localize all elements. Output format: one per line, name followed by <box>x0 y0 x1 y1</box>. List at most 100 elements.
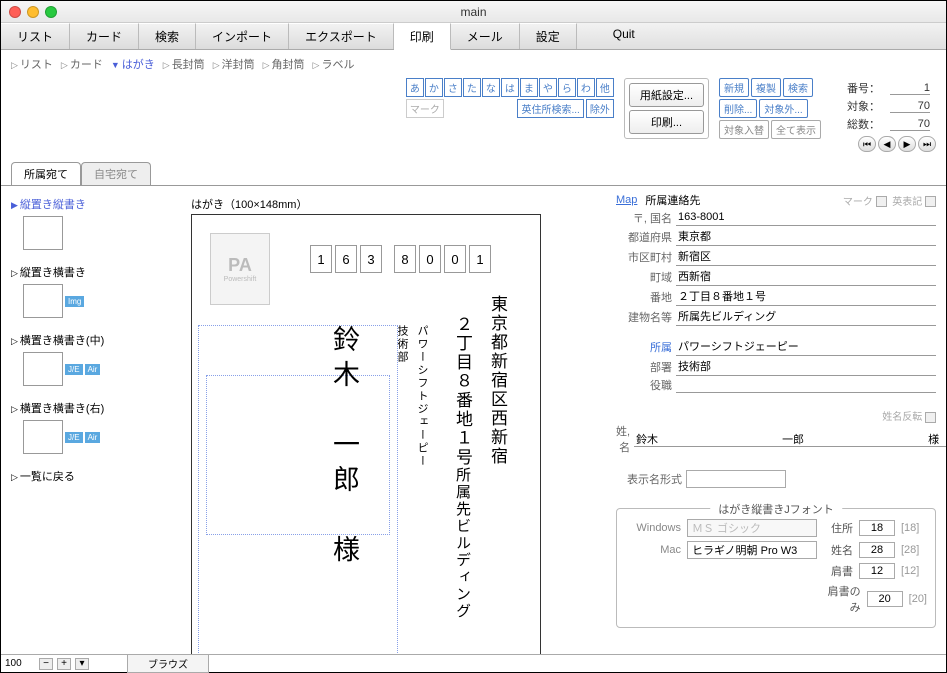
postcard-preview: PA Powershift 1638001 東京都新宿区西新宿 ２丁目８番地１号… <box>191 214 541 654</box>
hyoujimei-field[interactable] <box>686 470 786 488</box>
layout-opt-2[interactable]: ▷横置き横書き(中)J/EAir <box>11 332 170 386</box>
eihyouki-label: 英表記 <box>892 197 922 208</box>
banchi-label: 番地 <box>616 289 676 305</box>
action-対象外...[interactable]: 対象外... <box>759 99 807 118</box>
zoom-menu-button[interactable]: ▾ <box>75 658 89 670</box>
taishou-label: 対象： <box>843 98 884 114</box>
subtab-4[interactable]: ▷洋封筒 <box>213 56 255 72</box>
kana-1[interactable]: か <box>425 78 443 97</box>
mark-checkbox[interactable] <box>876 196 887 207</box>
mac-font-field[interactable] <box>687 541 817 559</box>
layout-opt-1[interactable]: ▷縦置き横書きImg <box>11 264 170 318</box>
subtab-5[interactable]: ▷角封筒 <box>263 56 305 72</box>
kana-6[interactable]: ま <box>520 78 538 97</box>
subtab-1[interactable]: ▷カード <box>61 56 103 72</box>
affil2: 技術部 <box>394 295 410 620</box>
exclude-button[interactable]: 除外 <box>586 99 614 118</box>
mac-label: Mac <box>625 544 681 556</box>
zip-boxes: 1638001 <box>310 245 491 273</box>
tab-6[interactable]: メール <box>451 23 520 49</box>
mark-label: マーク <box>843 197 873 208</box>
kana-7[interactable]: や <box>539 78 557 97</box>
zip-label: 〒, 国名 <box>616 210 676 226</box>
sama-field[interactable] <box>926 431 946 447</box>
bangou-label: 番号： <box>843 80 884 96</box>
nav-first-button[interactable]: ⏮ <box>858 136 876 152</box>
map-link[interactable]: Map <box>616 194 637 206</box>
mei-field[interactable] <box>780 431 926 447</box>
dest-tab-1[interactable]: 自宅宛て <box>81 162 151 185</box>
layout-opt-4[interactable]: ▷一覧に戻る <box>11 468 170 484</box>
tab-4[interactable]: エクスポート <box>289 23 394 49</box>
postcard-size-label: はがき（100×148mm） <box>191 196 596 212</box>
zip-field[interactable]: 163-8001 <box>676 210 936 226</box>
sei-field[interactable] <box>634 431 780 447</box>
en-addr-search-button[interactable]: 英住所検索... <box>517 99 583 118</box>
kana-9[interactable]: わ <box>577 78 595 97</box>
stamp-ps: Powershift <box>224 276 257 283</box>
nav-next-button[interactable]: ▶ <box>898 136 916 152</box>
zoom-in-button[interactable]: + <box>57 658 71 670</box>
print-button[interactable]: 印刷... <box>629 110 704 134</box>
name-label: 姓, 名 <box>616 423 634 455</box>
tab-7[interactable]: 設定 <box>520 23 577 49</box>
kataonly-size[interactable] <box>867 591 903 607</box>
yakushoku-label: 役職 <box>616 377 676 393</box>
bldg-field[interactable]: 所属先ビルディング <box>676 307 936 326</box>
kana-5[interactable]: は <box>501 78 519 97</box>
shozoku-field[interactable]: パワーシフトジェーピー <box>676 337 936 356</box>
tab-3[interactable]: インポート <box>196 23 289 49</box>
hyoujimei-label: 表示名形式 <box>616 471 686 487</box>
zoom-field[interactable] <box>5 658 35 669</box>
action-新規[interactable]: 新規 <box>719 78 749 97</box>
nav-prev-button[interactable]: ◀ <box>878 136 896 152</box>
kata-ref: [12] <box>901 565 919 577</box>
subtab-0[interactable]: ▷リスト <box>11 56 53 72</box>
kana-10[interactable]: 他 <box>596 78 614 97</box>
addr-line3: 所属先ビルディング <box>454 467 470 620</box>
nav-last-button[interactable]: ⏭ <box>918 136 936 152</box>
banchi-field[interactable]: ２丁目８番地１号 <box>676 287 936 306</box>
city-field[interactable]: 新宿区 <box>676 247 936 266</box>
town-field[interactable]: 西新宿 <box>676 267 936 286</box>
name-reverse-checkbox[interactable] <box>925 412 936 423</box>
yakushoku-field[interactable] <box>676 377 936 393</box>
kana-4[interactable]: な <box>482 78 500 97</box>
window-title: main <box>1 5 946 19</box>
dest-tabs: 所属宛て自宅宛て <box>1 158 946 185</box>
pref-field[interactable]: 東京都 <box>676 227 936 246</box>
kana-0[interactable]: あ <box>406 78 424 97</box>
zip-digit-5: 0 <box>444 245 466 273</box>
action-検索[interactable]: 検索 <box>783 78 813 97</box>
kata-size[interactable] <box>859 563 895 579</box>
action-削除...[interactable]: 削除... <box>719 99 757 118</box>
shozoku-label: 所属 <box>616 339 676 355</box>
eihyouki-checkbox[interactable] <box>925 196 936 207</box>
tab-1[interactable]: カード <box>70 23 139 49</box>
mark-button[interactable]: マーク <box>406 99 444 118</box>
zoom-out-button[interactable]: − <box>39 658 53 670</box>
dest-tab-0[interactable]: 所属宛て <box>11 162 81 185</box>
page-setup-button[interactable]: 用紙設定... <box>629 83 704 107</box>
tab-5[interactable]: 印刷 <box>394 23 451 50</box>
browse-mode[interactable]: ブラウズ <box>127 654 209 673</box>
seimei-ref: [28] <box>901 544 919 556</box>
subtab-2[interactable]: ▼はがき <box>111 56 155 72</box>
action-複製[interactable]: 複製 <box>751 78 781 97</box>
subtab-3[interactable]: ▷長封筒 <box>163 56 205 72</box>
tab-2[interactable]: 検索 <box>139 23 196 49</box>
seimei-label: 姓名 <box>823 542 853 558</box>
subtab-6[interactable]: ▷ラベル <box>313 56 355 72</box>
quit-button[interactable]: Quit <box>597 23 651 49</box>
seimei-size[interactable] <box>859 542 895 558</box>
layout-opt-0[interactable]: ▶縦置き縦書き <box>11 196 170 250</box>
win-font-field[interactable] <box>687 519 817 537</box>
zip-digit-6: 1 <box>469 245 491 273</box>
juusho-size[interactable] <box>859 520 895 536</box>
kana-8[interactable]: ら <box>558 78 576 97</box>
tab-0[interactable]: リスト <box>1 23 70 49</box>
layout-opt-3[interactable]: ▷横置き横書き(右)J/EAir <box>11 400 170 454</box>
kana-3[interactable]: た <box>463 78 481 97</box>
kana-2[interactable]: さ <box>444 78 462 97</box>
busho-field[interactable]: 技術部 <box>676 357 936 376</box>
